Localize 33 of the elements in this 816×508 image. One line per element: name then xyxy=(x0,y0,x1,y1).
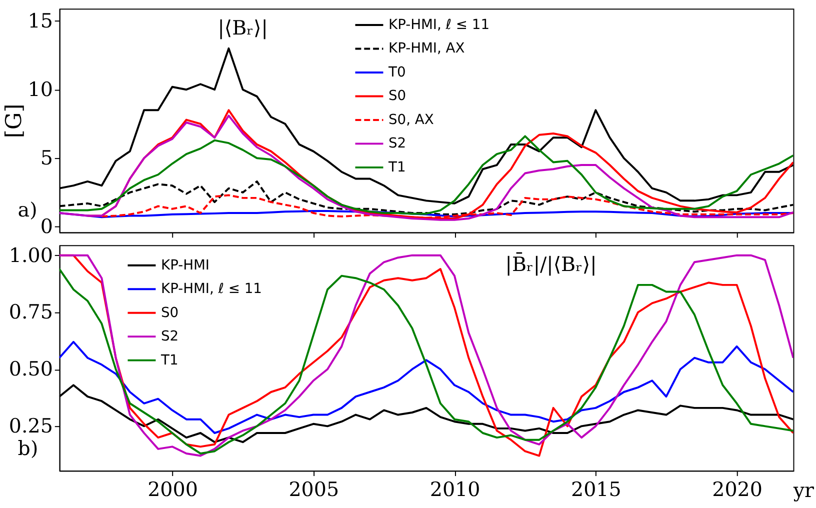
y-tick-label: 15 xyxy=(28,9,53,32)
y-axis-title: [G] xyxy=(2,104,27,138)
x-tick-label: 2020 xyxy=(712,478,762,501)
y-tick-label: 10 xyxy=(28,78,53,102)
y-tick-label: 1.00 xyxy=(8,244,53,267)
y-tick-label: 0.50 xyxy=(8,358,53,381)
legend-label: S0 xyxy=(161,304,179,321)
text: b) xyxy=(18,436,38,460)
x-axis-title: yr xyxy=(792,478,814,502)
y-tick-label: 0 xyxy=(40,215,53,238)
y-tick-label: 0.25 xyxy=(8,414,53,438)
legend-label: KP-HMI xyxy=(161,257,210,274)
line-series xyxy=(59,340,794,434)
line-series xyxy=(59,135,794,215)
annotation: |B̄ᵣ|/|⟨Bᵣ⟩| xyxy=(505,252,597,276)
x-tick-label: 2010 xyxy=(430,478,480,501)
legend-label: S2 xyxy=(388,136,406,152)
y-tick-label: 5 xyxy=(40,146,53,170)
x-tick-label: 2000 xyxy=(148,478,198,501)
legend-label: S0 xyxy=(388,88,406,104)
legend-label: T1 xyxy=(160,352,178,368)
legend-label: S2 xyxy=(161,328,179,345)
y-tick-label: 0.75 xyxy=(8,300,53,324)
x-tick-label: 2005 xyxy=(288,478,340,501)
legend-label: KP-HMI, AX xyxy=(388,40,466,57)
legend-label: KP-HMI, ℓ ≤ 11 xyxy=(161,281,262,298)
text: a) xyxy=(18,198,38,222)
x-tick-label: 2015 xyxy=(571,478,622,501)
legend-label: T1 xyxy=(388,159,406,176)
annotation: |⟨Bᵣ⟩| xyxy=(218,16,268,40)
legend-label: T0 xyxy=(388,64,406,80)
legend-label: S0, AX xyxy=(388,112,434,128)
legend-label: KP-HMI, ℓ ≤ 11 xyxy=(388,16,490,33)
